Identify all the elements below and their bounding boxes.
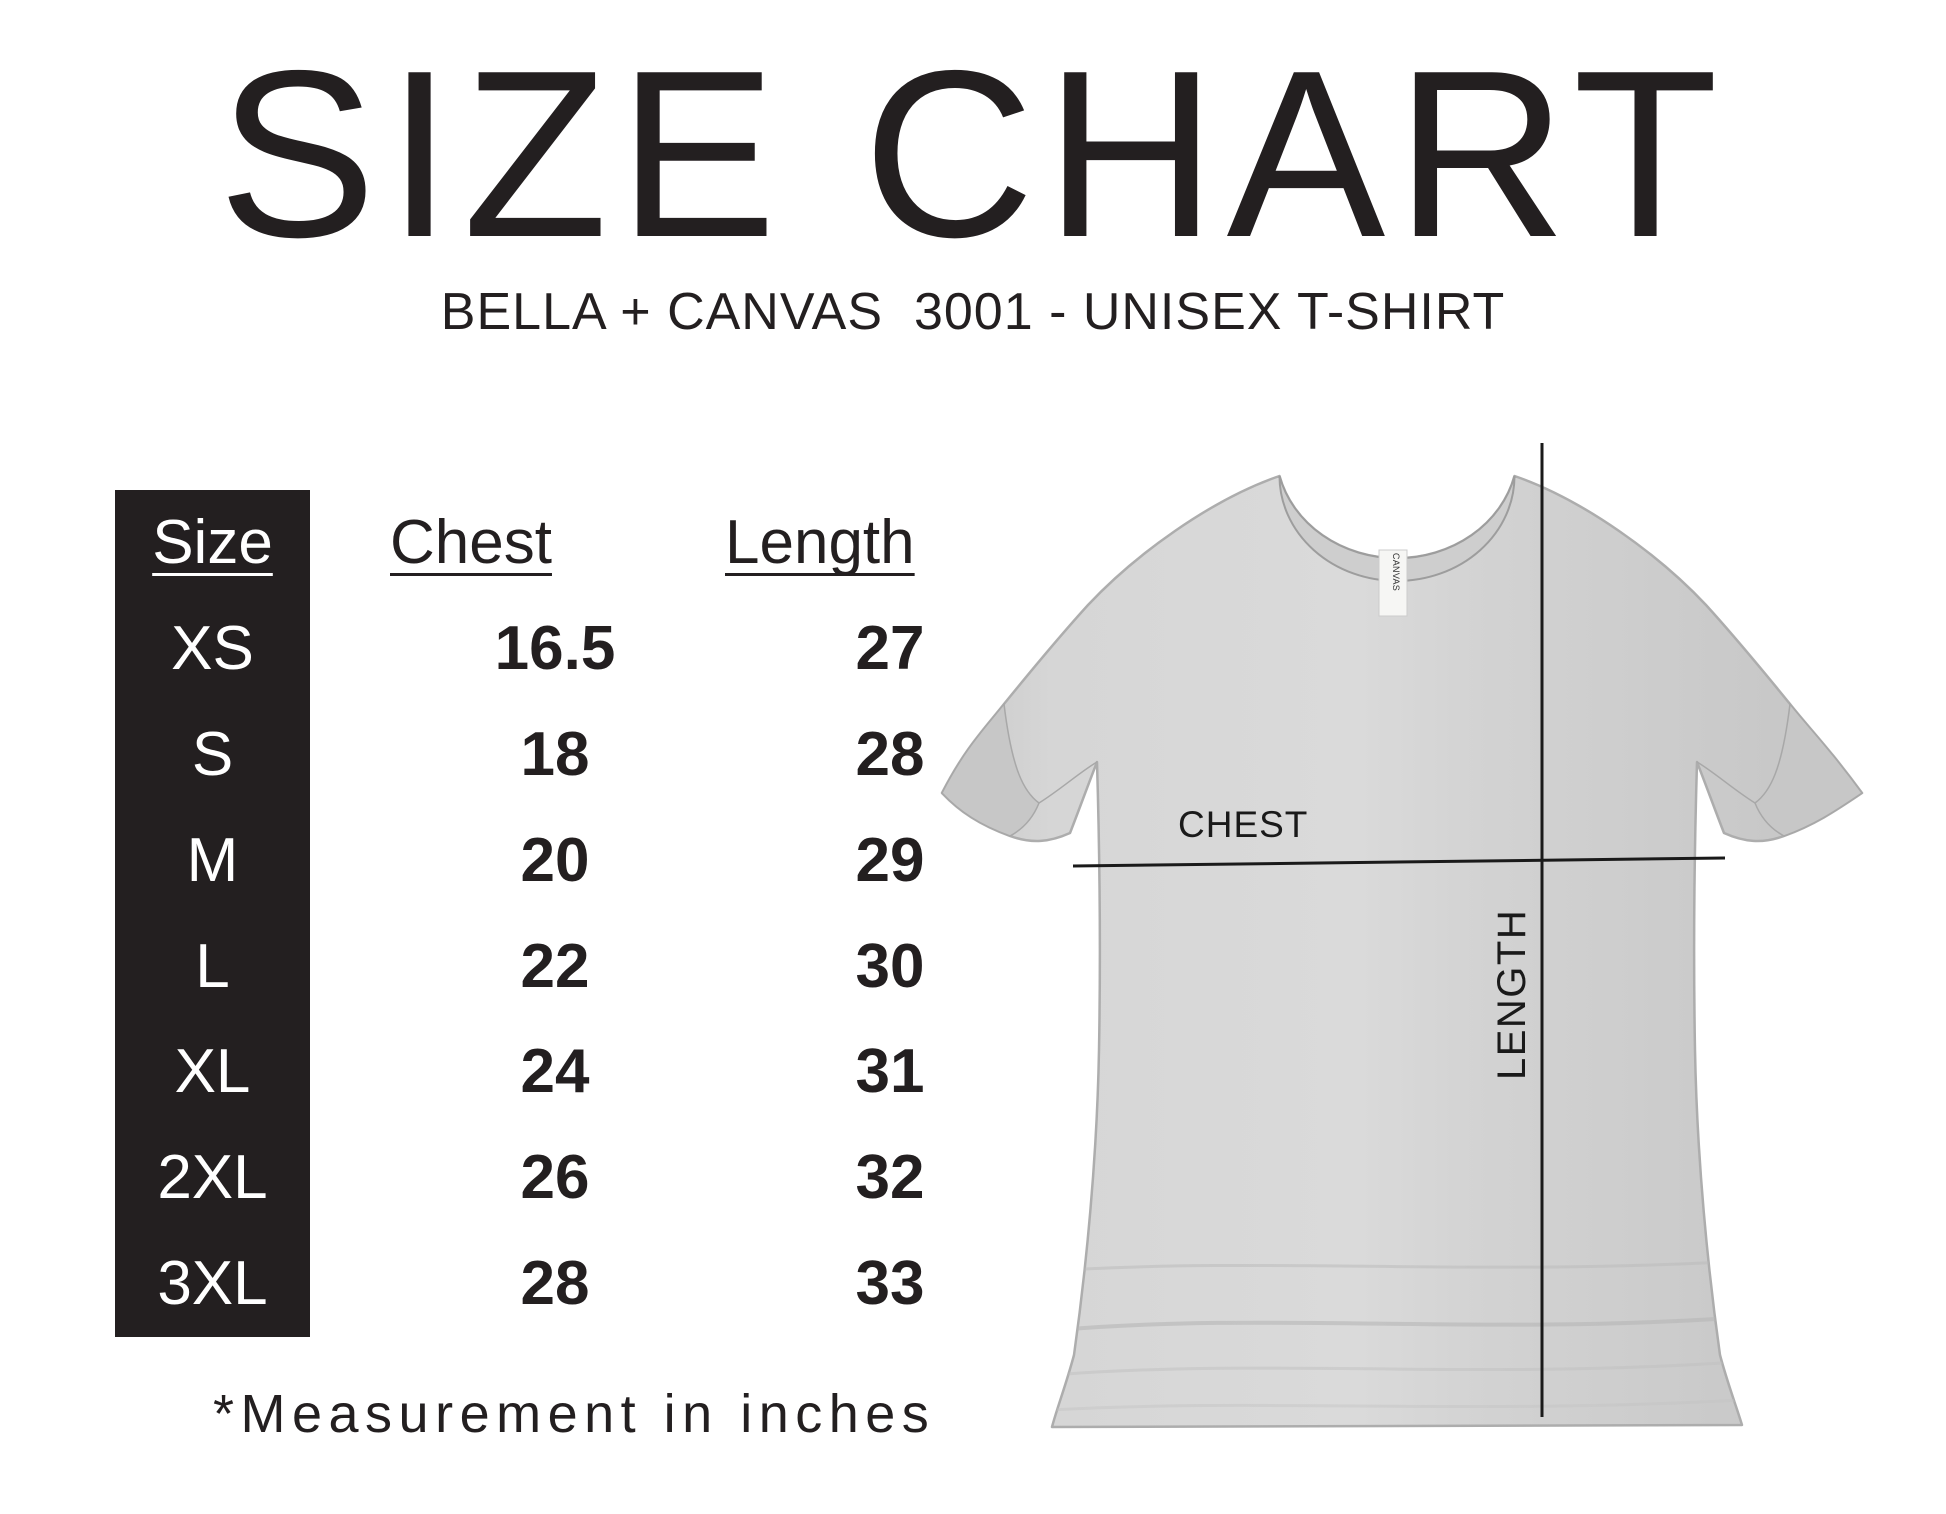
svg-text:CANVAS: CANVAS: [1391, 553, 1401, 591]
svg-text:LENGTH: LENGTH: [1490, 909, 1534, 1080]
svg-text:CHEST: CHEST: [1178, 804, 1308, 845]
